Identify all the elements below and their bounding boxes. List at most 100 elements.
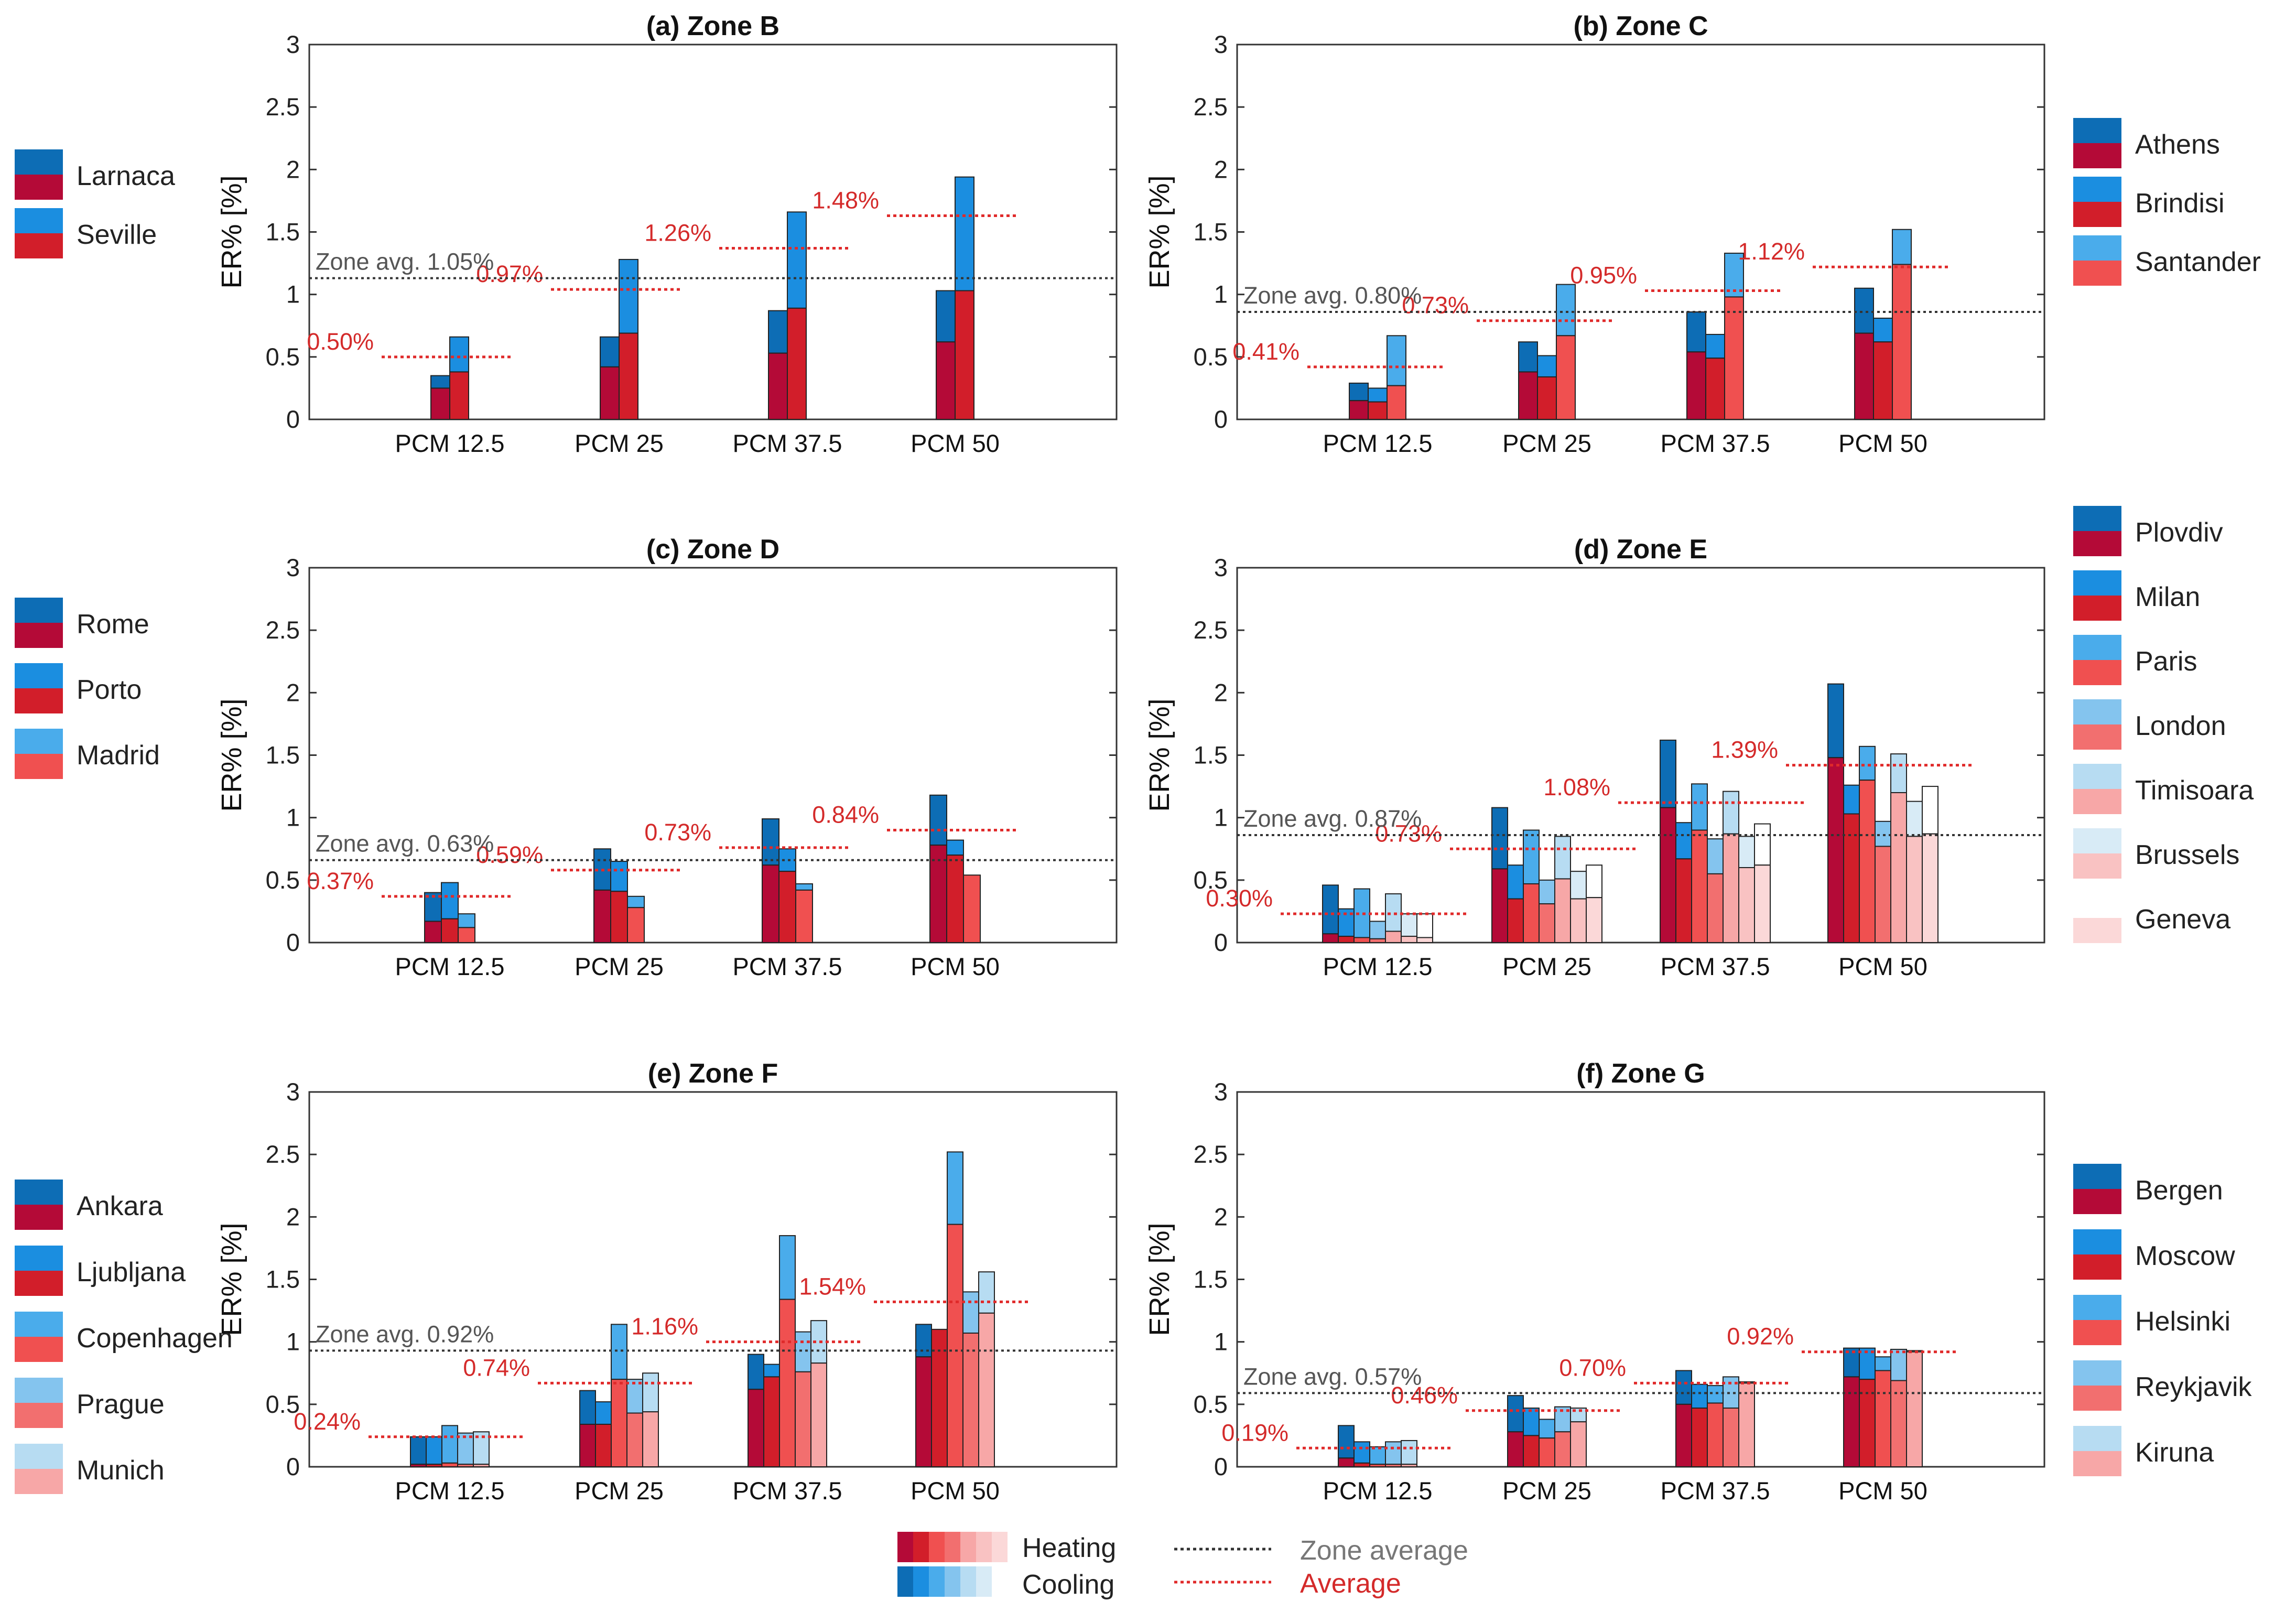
y-tick-label: 1.5 [1194,1265,1228,1293]
heating-bar-copenhagen [947,1224,963,1467]
cooling-legend-label: Cooling [1022,1570,1114,1600]
y-tick-label: 3 [286,554,300,581]
cooling-bar-reykjavik [1723,1376,1739,1409]
heating-bar-paris [1523,883,1540,943]
cooling-bar-seville [955,176,974,291]
heating-bar-madrid [458,927,475,944]
legend-swatch-heating [15,1205,63,1230]
category-average-label: 1.12% [1738,238,1805,265]
heating-bar-copenhagen [441,1462,458,1468]
heating-bar-brindisi [1873,341,1893,420]
cooling-bar-prague [962,1291,979,1334]
cooling-bar-brussels [1906,800,1923,837]
heating-bar-seville [619,332,638,420]
cooling-bar-brindisi [1368,387,1388,403]
y-tick-label: 0 [1214,928,1228,956]
y-tick-label: 2.5 [266,616,300,644]
heating-bar-helsinki [1369,1464,1386,1468]
y-tick-label: 2 [1214,1203,1228,1230]
y-tick-label: 0.5 [266,1390,300,1418]
legend-label-rome: Rome [77,609,149,640]
heating-bar-kiruna [1738,1382,1755,1467]
x-category-label: PCM 37.5 [733,429,842,457]
x-category-label: PCM 50 [911,953,1000,980]
cooling-bar-milan [1843,784,1860,815]
legend-swatch-heating [2073,1451,2121,1476]
heating-bar-ljubljana [426,1464,442,1468]
heating-bar-brindisi [1537,376,1557,420]
cooling-bar-reykjavik [1385,1441,1402,1465]
heating-bar-athens [1518,371,1538,420]
heating-bar-timisoara [1723,833,1739,944]
y-tick-label: 1 [286,1328,300,1356]
axes-frame [1236,44,2045,420]
cooling-bar-copenhagen [441,1425,458,1464]
heating-bar-helsinki [1539,1437,1555,1468]
y-tick-label: 3 [1214,554,1228,581]
category-average-label: 0.73% [644,819,711,846]
legend-label-helsinki: Helsinki [2135,1306,2230,1337]
heating-bar-porto [441,918,459,944]
y-tick-label: 2 [286,678,300,706]
legend-swatch-heating [15,754,63,779]
cooling-bar-brussels [1738,836,1755,868]
legend-swatch-heating [2073,1320,2121,1345]
legend-swatch-heating [15,1469,63,1494]
legend-swatch-heating [2073,660,2121,685]
legend-swatch-cooling [2073,1360,2121,1386]
legend-swatch-cooling [15,149,63,175]
heating-legend-label: Heating [1022,1533,1116,1563]
heating-bar-larnaca [600,366,620,420]
heating-bar-bergen [1507,1431,1524,1467]
cooling-bar-madrid [458,913,475,928]
heating-bar-rome [929,845,947,943]
legend-swatch-heating [2073,918,2121,943]
cooling-color-swatches [897,1566,1008,1597]
panel-title: (f) Zone G [1576,1058,1705,1089]
legend-swatch-cooling [2073,118,2121,143]
cooling-bar-helsinki [1369,1446,1386,1465]
legend-label-timisoara: Timisoara [2135,775,2254,806]
legend-label-ljubljana: Ljubljana [77,1257,186,1288]
y-tick-label: 2.5 [266,1140,300,1168]
y-tick-label: 2.5 [1194,1140,1228,1168]
cooling-bar-brindisi [1705,333,1725,359]
cooling-bar-santander [1892,229,1912,265]
legend-label-kiruna: Kiruna [2135,1437,2214,1468]
legend-label-brindisi: Brindisi [2135,188,2225,219]
category-average-label: 0.97% [476,261,543,287]
legend-swatch-cooling [15,1180,63,1205]
legend-swatch-heating [2073,531,2121,556]
cooling-bar-porto [610,861,628,892]
cooling-bar-seville [787,211,807,309]
chart-panel-6: (f) Zone G ER% [%] 0 0.5 1 1.5 2 2.5 3 PCM 12.5 0.… [1144,1058,2252,1505]
cooling-bar-plovdiv [1827,683,1844,759]
legend-swatch-heating [15,233,63,258]
cooling-bar-madrid [627,895,645,908]
legend-swatch-cooling [2073,699,2121,724]
legend-swatch-cooling [2073,635,2121,660]
heating-swatch [913,1532,929,1562]
legend-label-prague: Prague [77,1389,165,1420]
legend-swatch-heating [2073,1386,2121,1411]
cooling-bar-reykjavik [1890,1348,1907,1381]
heating-bar-reykjavik [1554,1431,1571,1467]
category-average-label: 1.54% [799,1273,866,1300]
cooling-bar-kiruna [1401,1440,1417,1465]
heating-bar-bergen [1338,1457,1355,1467]
legend-swatch-cooling [15,1312,63,1337]
heating-bar-santander [1387,385,1406,420]
y-axis-label: ER% [%] [216,1222,247,1336]
legend-swatch-cooling [2073,828,2121,853]
x-category-label: PCM 37.5 [733,953,842,980]
heating-bar-prague [795,1371,811,1468]
bottom-legend: Heating Cooling Zone average Average [897,1532,1468,1600]
heating-swatch [897,1532,913,1562]
cooling-bar-brussels [1570,871,1587,900]
heating-bar-seville [955,290,974,420]
legend-swatch-heating [15,688,63,713]
x-category-label: PCM 50 [1838,429,1927,457]
y-tick-label: 3 [1214,30,1228,58]
heating-bar-timisoara [1385,931,1402,944]
heating-bar-brindisi [1368,401,1388,420]
